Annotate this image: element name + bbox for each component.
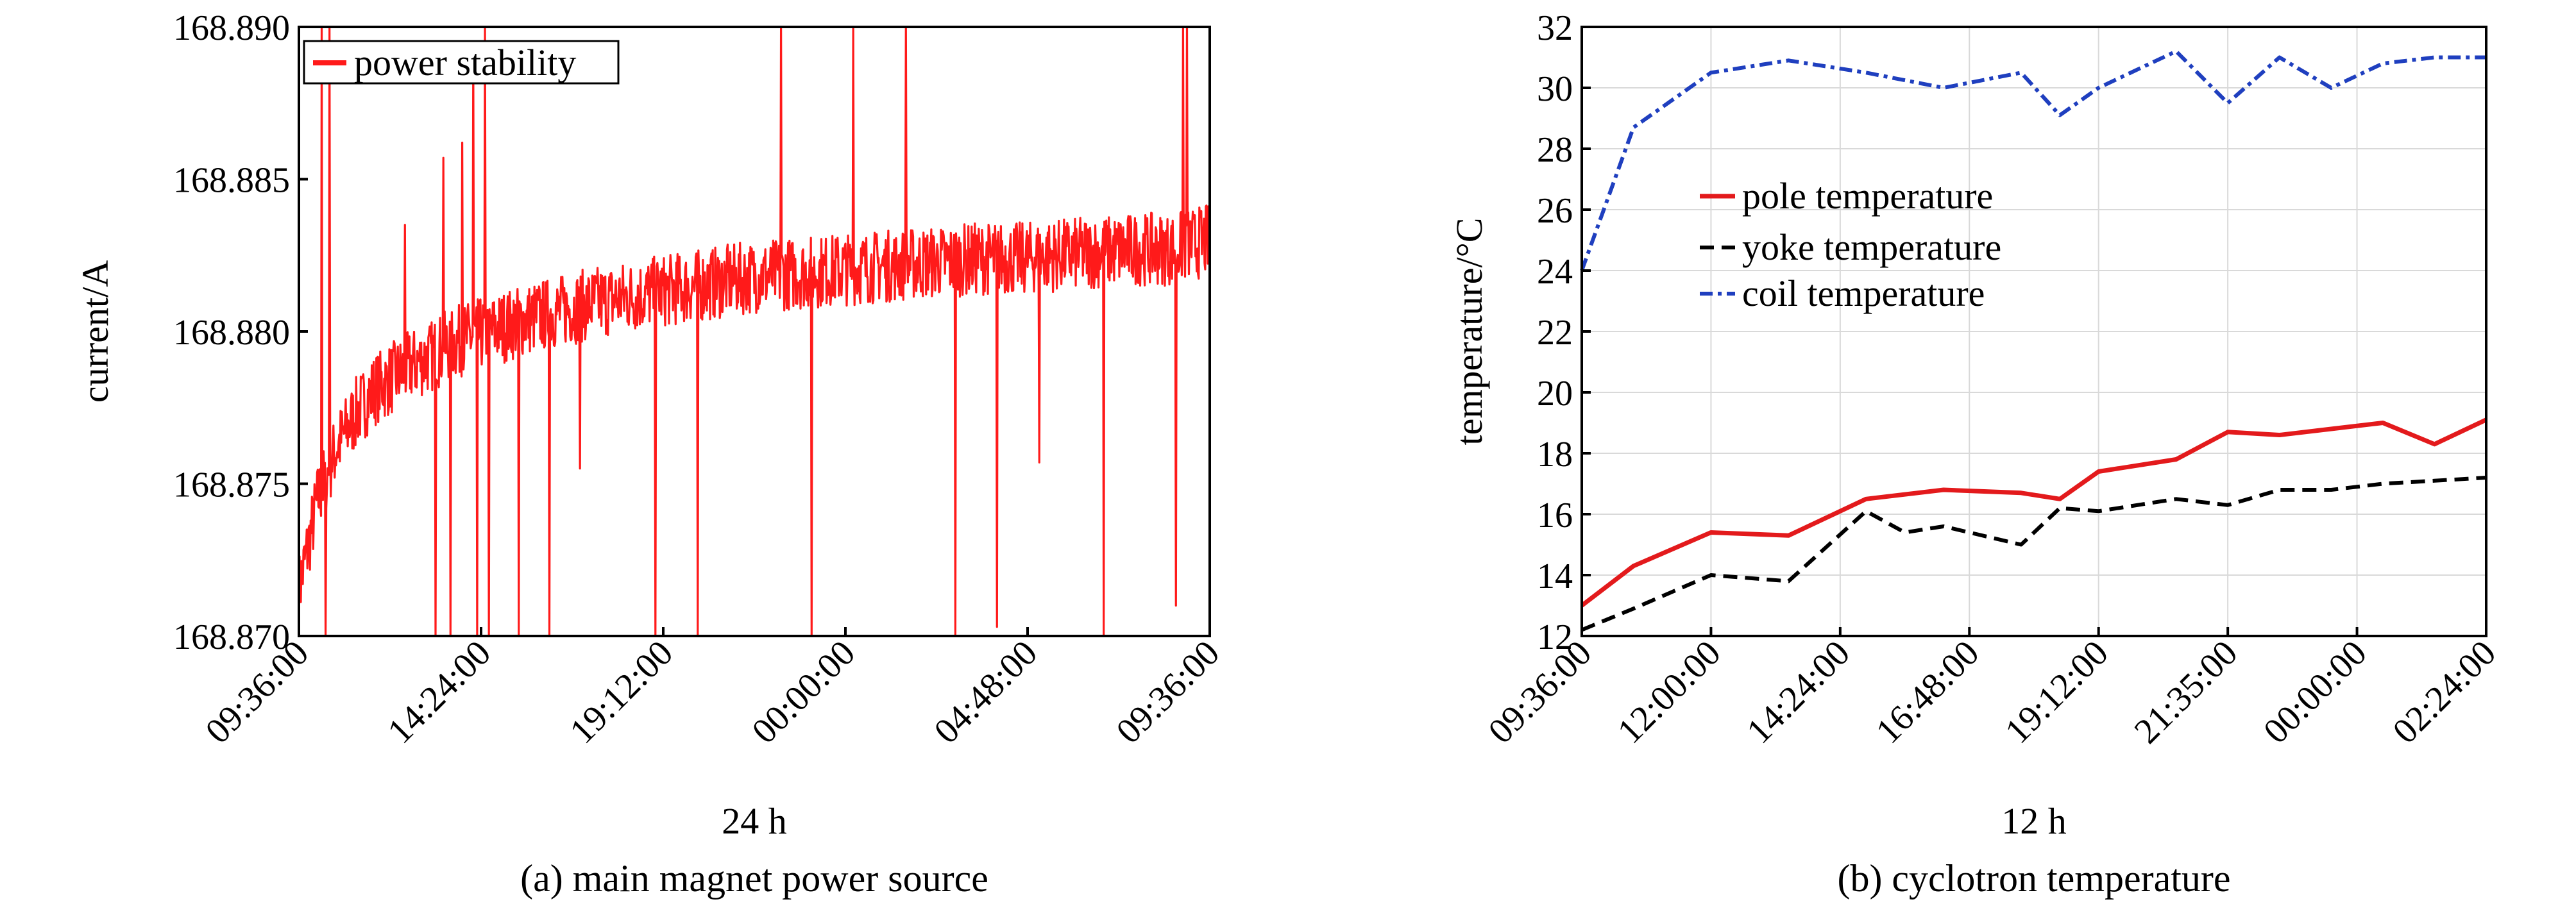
chart-b-ticks: 09:36:00 12:00:00 14:24:00 16:48:00 19:12:00… bbox=[1481, 8, 2504, 751]
y-axis-title-b: temperature/°C bbox=[1448, 218, 1490, 446]
y-tick-label-b: 28 bbox=[1537, 130, 1573, 170]
legend-label-yoke: yoke temperature bbox=[1742, 226, 2001, 268]
y-tick-label-a: 168.880 bbox=[173, 313, 290, 353]
x-tick-label-b: 00:00:00 bbox=[2256, 633, 2375, 751]
caption-a: (a) main magnet power source bbox=[520, 857, 988, 900]
y-tick-label-b: 14 bbox=[1537, 557, 1573, 596]
y-tick-label-b: 12 bbox=[1537, 617, 1573, 657]
line-coil-temperature bbox=[1580, 49, 2486, 272]
chart-b-series bbox=[1580, 49, 2487, 632]
x-tick-label-b: 02:24:00 bbox=[2385, 633, 2504, 751]
y-tick-label-a: 168.875 bbox=[173, 465, 290, 505]
x-tick-label-b: 12:00:00 bbox=[1610, 633, 1729, 751]
y-axis-title-a: current/A bbox=[74, 260, 116, 403]
x-tick-label-b: 21:35:00 bbox=[2127, 633, 2246, 751]
y-tick-label-a: 168.885 bbox=[173, 161, 290, 201]
x-axis-title-a: 24 h bbox=[722, 800, 787, 842]
y-tick-label-b: 22 bbox=[1537, 313, 1573, 353]
caption-b: (b) cyclotron temperature bbox=[1837, 857, 2230, 900]
series-power-stability bbox=[298, 26, 1211, 637]
y-tick-label-b: 24 bbox=[1537, 252, 1573, 292]
y-tick-label-b: 30 bbox=[1537, 69, 1573, 109]
x-tick-label-b: 16:48:00 bbox=[1868, 633, 1987, 751]
chart-a-ticks: 09:36:00 14:24:00 19:12:00 00:00:00 04:48:00… bbox=[173, 8, 1227, 751]
y-tick-label-b: 32 bbox=[1537, 8, 1573, 48]
y-tick-label-a: 168.890 bbox=[173, 8, 290, 48]
y-tick-label-b: 18 bbox=[1537, 435, 1573, 474]
x-tick-label-a: 14:24:00 bbox=[380, 633, 499, 751]
line-power-stability bbox=[298, 26, 1211, 637]
chart-a: 09:36:00 14:24:00 19:12:00 00:00:00 04:48:00… bbox=[74, 8, 1227, 900]
chart-b: 09:36:00 12:00:00 14:24:00 16:48:00 19:12:00… bbox=[1448, 8, 2504, 900]
x-tick-label-b: 14:24:00 bbox=[1739, 633, 1858, 751]
x-tick-label-a: 19:12:00 bbox=[563, 633, 681, 751]
legend-box bbox=[303, 40, 620, 85]
line-pole-temperature bbox=[1580, 417, 2487, 608]
y-tick-label-b: 16 bbox=[1537, 496, 1573, 535]
y-tick-label-a: 168.870 bbox=[173, 617, 290, 657]
legend-label-pole: pole temperature bbox=[1742, 175, 1993, 217]
x-tick-label-a: 09:36:00 bbox=[1109, 633, 1228, 751]
line-yoke-temperature bbox=[1580, 476, 2487, 632]
chart-b-grid bbox=[1581, 26, 2487, 637]
legend-label-power-stability: power stability bbox=[354, 42, 576, 83]
y-tick-label-b: 26 bbox=[1537, 191, 1573, 231]
x-tick-label-a: 00:00:00 bbox=[745, 633, 863, 751]
x-axis-title-b: 12 h bbox=[2001, 800, 2067, 842]
chart-a-legend: power stability bbox=[303, 40, 620, 85]
x-tick-label-a: 04:48:00 bbox=[927, 633, 1046, 751]
y-tick-label-b: 20 bbox=[1537, 374, 1573, 414]
legend-label-coil: coil temperature bbox=[1742, 272, 1985, 314]
chart-b-legend: pole temperature yoke temperature coil t… bbox=[1700, 175, 2001, 314]
x-tick-label-b: 19:12:00 bbox=[1997, 633, 2116, 751]
